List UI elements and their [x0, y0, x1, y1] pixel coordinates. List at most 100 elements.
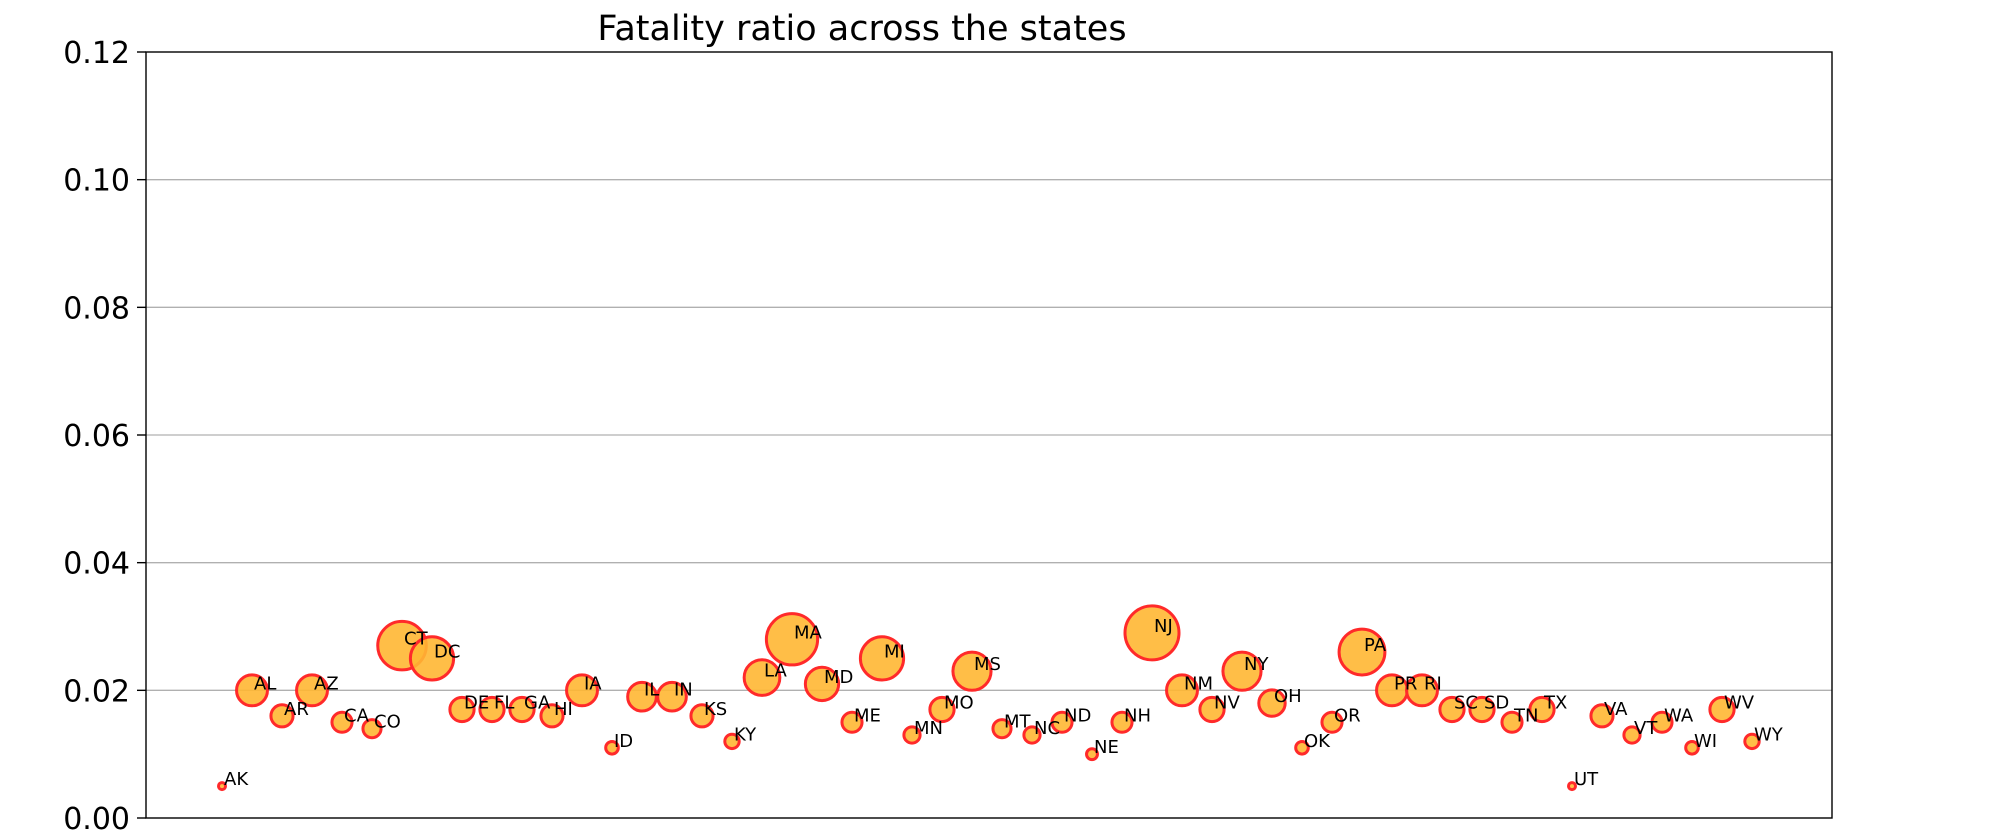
point-ks	[689, 703, 715, 729]
point-md	[803, 665, 841, 703]
point-ne	[1085, 747, 1099, 762]
point-ma	[764, 612, 820, 667]
label-dc: DC	[434, 641, 460, 662]
label-fl: FL	[494, 692, 514, 713]
y-tick-label: 0.12	[63, 36, 130, 71]
point-wy	[1743, 732, 1761, 751]
point-ca	[330, 710, 354, 734]
label-ar: AR	[284, 699, 309, 720]
label-nj: NJ	[1154, 616, 1173, 637]
chart-title: Fatality ratio across the states	[597, 9, 1126, 49]
label-wi: WI	[1694, 731, 1717, 752]
point-nv	[1198, 695, 1226, 724]
label-la: LA	[764, 661, 787, 682]
label-in: IN	[674, 680, 693, 701]
point-me	[840, 710, 864, 734]
label-nh: NH	[1124, 705, 1151, 726]
label-nc: NC	[1034, 718, 1060, 739]
label-az: AZ	[314, 673, 339, 694]
point-az	[295, 673, 329, 708]
point-id	[604, 739, 620, 756]
point-mo	[928, 695, 956, 724]
point-nd	[1050, 710, 1074, 734]
label-pr: PR	[1394, 673, 1417, 694]
label-vt: VT	[1634, 718, 1658, 739]
y-tick-label: 0.02	[63, 674, 130, 709]
label-ut: UT	[1574, 769, 1599, 790]
point-or	[1320, 710, 1344, 734]
label-id: ID	[614, 731, 633, 752]
point-de	[448, 695, 476, 724]
point-tx	[1528, 695, 1556, 724]
point-dc	[408, 635, 456, 682]
y-tick-label: 0.00	[63, 802, 130, 837]
plot-frame	[145, 51, 1833, 819]
label-mt: MT	[1004, 712, 1032, 733]
point-sc	[1438, 695, 1466, 724]
point-va	[1589, 703, 1615, 729]
point-mn	[902, 725, 922, 745]
point-mi	[858, 635, 906, 682]
point-vt	[1622, 725, 1642, 745]
label-oh: OH	[1274, 686, 1302, 707]
y-tick-label: 0.04	[63, 547, 130, 582]
point-sd	[1468, 695, 1496, 724]
point-tn	[1500, 710, 1524, 734]
y-tick-label: 0.06	[63, 419, 130, 454]
label-ky: KY	[734, 724, 757, 745]
point-ia	[565, 673, 599, 708]
point-wv	[1708, 695, 1736, 724]
label-ok: OK	[1304, 731, 1331, 752]
point-ga	[508, 695, 536, 724]
data-points	[217, 604, 1761, 792]
point-wa	[1650, 710, 1674, 734]
point-ar	[269, 703, 295, 729]
label-ia: IA	[584, 673, 602, 694]
point-nj	[1123, 604, 1181, 662]
point-ms	[951, 650, 993, 692]
label-sc: SC	[1454, 692, 1478, 713]
y-axis-ticks: 0.00 0.02 0.04 0.06 0.08 0.10 0.12	[63, 36, 146, 837]
label-nv: NV	[1214, 692, 1240, 713]
point-wi	[1684, 739, 1700, 756]
point-pa	[1337, 627, 1387, 677]
label-co: CO	[374, 712, 401, 733]
y-tick-label: 0.10	[63, 164, 130, 199]
label-ks: KS	[704, 699, 727, 720]
label-mn: MN	[914, 718, 943, 739]
label-ms: MS	[974, 654, 1001, 675]
label-me: ME	[854, 705, 881, 726]
point-in	[656, 680, 688, 713]
point-ny	[1221, 650, 1263, 692]
label-ne: NE	[1094, 737, 1119, 758]
label-va: VA	[1604, 699, 1628, 720]
label-wv: WV	[1724, 692, 1755, 713]
label-or: OR	[1334, 705, 1361, 726]
point-hi	[539, 703, 565, 729]
label-mi: MI	[884, 641, 905, 662]
point-ok	[1294, 739, 1310, 756]
point-co	[361, 718, 383, 740]
point-al	[235, 673, 269, 708]
point-ak	[217, 781, 227, 792]
label-pa: PA	[1364, 635, 1387, 656]
label-wa: WA	[1664, 705, 1694, 726]
point-ky	[723, 732, 741, 751]
label-hi: HI	[554, 699, 573, 720]
label-ri: RI	[1424, 673, 1442, 694]
label-nm: NM	[1184, 673, 1213, 694]
point-mt	[991, 718, 1013, 740]
label-ny: NY	[1244, 654, 1269, 675]
point-ri	[1405, 673, 1439, 708]
label-de: DE	[464, 692, 489, 713]
label-ct: CT	[404, 629, 429, 650]
label-md: MD	[824, 667, 853, 688]
label-ma: MA	[794, 622, 823, 643]
point-oh	[1257, 688, 1287, 718]
point-nh	[1110, 710, 1134, 734]
point-la	[742, 658, 782, 697]
label-ga: GA	[524, 692, 551, 713]
point-fl	[478, 695, 506, 724]
